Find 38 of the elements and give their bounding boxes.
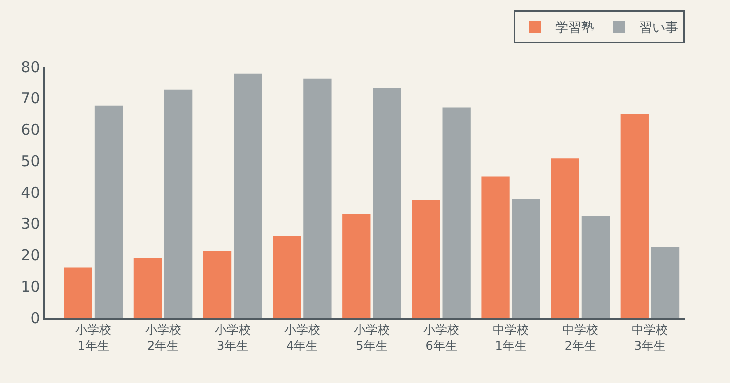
y-tick-label: 20 (21, 246, 40, 264)
y-tick-label: 80 (21, 58, 40, 76)
y-tick-label: 10 (21, 278, 40, 296)
y-tick-label: 50 (21, 152, 40, 170)
x-tick-label: 中学校 1年生 (493, 323, 530, 353)
bar (273, 236, 302, 318)
bar (582, 216, 610, 318)
bar (620, 114, 649, 318)
bar (342, 214, 371, 318)
x-tick-label: 小学校 5年生 (354, 323, 390, 353)
y-tick-label: 60 (21, 121, 40, 139)
bar (203, 251, 232, 318)
x-tick-label: 中学校 2年生 (562, 323, 599, 353)
bar (64, 268, 92, 318)
legend-label: 習い事 (640, 21, 678, 36)
bar (412, 200, 440, 318)
x-tick-label: 小学校 3年生 (214, 323, 251, 353)
bar (512, 199, 540, 318)
bar (551, 158, 580, 318)
bar (651, 247, 680, 318)
y-tick-label: 70 (21, 90, 40, 108)
y-tick-label: 30 (21, 215, 40, 234)
y-tick-label: 0 (30, 309, 40, 328)
bar (373, 88, 402, 318)
bar (134, 258, 162, 318)
x-tick-label: 小学校 2年生 (145, 323, 182, 353)
y-tick-label: 40 (21, 184, 40, 202)
x-tick-label: 中学校 3年生 (632, 323, 668, 353)
bar (164, 90, 193, 318)
x-tick-label: 小学校 6年生 (424, 323, 460, 353)
bar (442, 108, 471, 318)
x-tick-label: 小学校 1年生 (76, 323, 112, 353)
bar (304, 78, 332, 318)
x-tick-label: 小学校 4年生 (284, 323, 320, 353)
legend-label: 学習塾 (556, 21, 594, 36)
bar (482, 176, 510, 318)
bar (234, 74, 262, 318)
bar (94, 106, 124, 318)
